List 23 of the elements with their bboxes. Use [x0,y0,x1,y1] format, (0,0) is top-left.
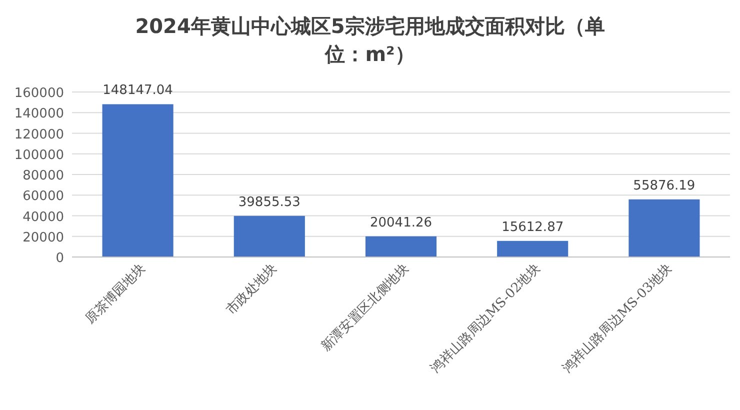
y-tick-label: 140000 [14,106,64,122]
y-tick-label: 40000 [22,210,64,225]
bar [365,236,437,257]
data-label: 20041.26 [370,215,432,230]
bar [234,216,305,257]
y-tick-label: 160000 [14,86,64,101]
data-label: 148147.04 [102,83,173,98]
bar [628,199,700,257]
bar [102,104,174,257]
data-label: 15612.87 [502,220,564,235]
chart-title: 2024年黄山中心城区5宗涉宅用地成交面积对比（单位：m²） [134,13,606,68]
y-tick-label: 80000 [22,168,64,184]
data-label: 39855.53 [238,194,300,210]
y-tick-label: 0 [56,251,64,266]
y-tick-label: 60000 [22,189,64,204]
x-tick-label: 新潭安置区北侧地块 [318,260,412,355]
bar [497,240,568,257]
x-tick-label: 原茶博园地块 [82,261,149,327]
x-tick-label: 市政处地块 [224,261,280,318]
y-tick-label: 100000 [14,148,64,163]
y-tick-label: 20000 [22,230,64,246]
data-label: 55876.19 [633,178,696,194]
y-tick-label: 120000 [14,127,64,142]
